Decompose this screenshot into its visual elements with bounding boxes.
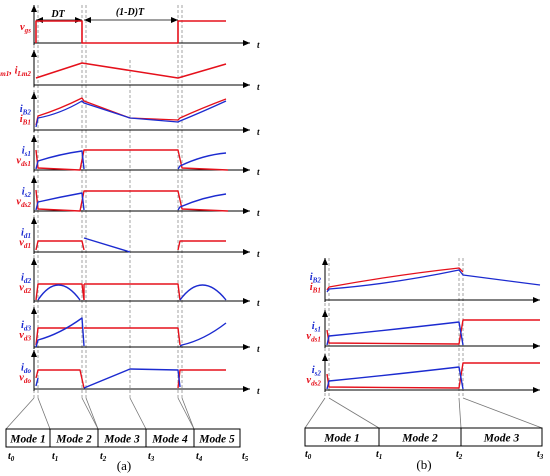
id2-wave (37, 284, 227, 301)
b-mode-1: Mode 1 (323, 433, 359, 445)
a-proj-6 (181, 397, 195, 430)
a-proj-0 (5, 397, 35, 430)
waveforms-layer (35, 20, 541, 390)
b-row2-label-0: is2 (312, 365, 322, 378)
b-proj-2 (458, 397, 462, 429)
vd2-wave (35, 283, 181, 301)
a-row3-t-label: t (257, 167, 260, 177)
vd1-wave (35, 240, 226, 251)
b-time-1: t1 (376, 449, 382, 461)
a-row3-label-1: vds1 (16, 156, 31, 169)
a-mode-1: Mode 1 (9, 434, 45, 446)
b-ib2-wave (326, 269, 541, 293)
a-row2-label-0: iB2 (20, 104, 32, 117)
caption-b: (b) (416, 457, 431, 472)
a-time-2: t2 (100, 451, 107, 463)
a-row7-label-0: id3 (21, 320, 31, 333)
b-vds1-wave (326, 319, 540, 345)
b-mode-2: Mode 2 (401, 433, 438, 445)
b-row1-label-1: vds1 (306, 331, 321, 344)
vgs-wave (35, 20, 226, 44)
a-proj-3 (85, 397, 99, 430)
vdo-wave (35, 369, 226, 389)
b-is2-wave (326, 366, 464, 390)
b-proj-0 (304, 397, 326, 429)
ib2-wave (35, 100, 227, 128)
a-row0-label-0: vgs (20, 22, 31, 35)
a-proj-2 (81, 397, 99, 430)
b-row0-label-1: iB1 (310, 282, 321, 295)
a-row5-t-label: t (257, 249, 260, 259)
vds2-wave (35, 189, 229, 212)
vds1-wave (35, 149, 229, 171)
b-time-0: t0 (305, 449, 312, 461)
is2-wave (35, 192, 227, 211)
a-mode-2: Mode 2 (55, 434, 92, 446)
duty-label: DT (50, 9, 65, 20)
a-mode-5: Mode 5 (198, 434, 235, 446)
ilm-wave (35, 62, 227, 79)
caption-a: (a) (117, 458, 131, 473)
a-row4-t-label: t (257, 208, 260, 218)
a-proj-5 (177, 397, 195, 430)
axes-layer (31, 5, 540, 393)
mode-boundary-guides (33, 5, 464, 398)
is1-wave (35, 150, 227, 170)
a-row2-label-1: iB1 (20, 114, 31, 127)
a-row4-label-1: vds2 (16, 197, 31, 210)
b-proj-3 (462, 397, 543, 429)
a-mode-3: Mode 3 (103, 434, 140, 446)
ido-wave (35, 368, 181, 389)
off-label: (1-D)T (116, 7, 145, 18)
a-row8-label-0: ido (21, 363, 31, 376)
a-row1-t-label: t (257, 82, 260, 92)
a-row8-label-1: vdo (19, 373, 31, 386)
mode-bar-layer: Mode 1 Mode 2 Mode 3 Mode 4 Mode 5 t0 t1 t2 t3 t4… (5, 397, 544, 473)
a-row7-label-1: vd3 (19, 330, 31, 343)
b-vds2-wave (326, 362, 540, 389)
a-row1-label-0: iLm1, iLm2 (0, 66, 31, 79)
ib1-wave (35, 97, 227, 126)
vd3-wave (35, 327, 181, 346)
a-row0-t-label: t (257, 40, 260, 50)
a-time-1: t1 (52, 451, 58, 463)
a-mode-4: Mode 4 (151, 434, 188, 446)
labels-layer: tvgstiLm1, iLm2tiB2iB1tis1vds1tis2vds2ti… (0, 7, 321, 396)
a-row7-t-label: t (257, 344, 260, 354)
b-ib1-wave (326, 267, 464, 291)
b-mode-3: Mode 3 (483, 433, 520, 445)
a-time-3: t3 (148, 451, 155, 463)
b-mode-bar (304, 427, 543, 447)
a-time-5: t5 (242, 451, 249, 463)
a-row6-label-1: vd2 (19, 283, 31, 296)
a-proj-4 (129, 397, 147, 430)
a-proj-1 (37, 397, 51, 430)
a-row6-t-label: t (257, 298, 260, 308)
id3-wave (35, 317, 227, 348)
a-row5-label-0: id1 (21, 228, 31, 241)
b-row2-label-1: vds2 (306, 375, 321, 388)
b-row0-label-0: iB2 (310, 272, 322, 285)
b-proj-1 (328, 397, 380, 429)
a-row4-label-0: is2 (22, 187, 32, 200)
a-mode-bar (5, 428, 241, 448)
a-time-4: t4 (196, 451, 203, 463)
a-row5-label-1: vd1 (19, 238, 31, 251)
a-row3-label-0: is1 (22, 146, 31, 159)
b-time-2: t2 (456, 449, 463, 461)
b-row1-label-0: is1 (312, 321, 321, 334)
a-row8-t-label: t (257, 386, 260, 396)
id1-wave (83, 237, 131, 253)
b-is1-wave (326, 321, 464, 346)
a-row6-label-0: id2 (21, 273, 31, 286)
b-time-3: t3 (537, 449, 544, 461)
a-time-0: t0 (8, 451, 15, 463)
a-row2-t-label: t (257, 127, 260, 137)
